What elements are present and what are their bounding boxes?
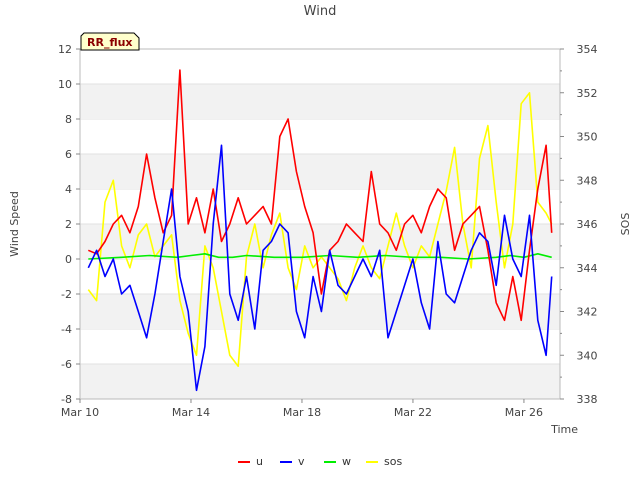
series-line-v bbox=[87, 144, 553, 392]
legend: u v w sos bbox=[238, 455, 402, 468]
background-bands bbox=[80, 48, 560, 399]
left-axis-ticks: -8 -6 -4 -2 0 2 4 6 8 10 12 bbox=[58, 43, 80, 406]
y-tick-label: 12 bbox=[58, 43, 72, 56]
x-tick-label: Mar 22 bbox=[394, 406, 432, 419]
grid-band bbox=[80, 364, 560, 399]
y-axis-title: Wind Speed bbox=[8, 191, 21, 257]
y-tick-label: -2 bbox=[61, 288, 72, 301]
y-tick-label: -4 bbox=[61, 323, 72, 336]
x-tick-label: Mar 14 bbox=[172, 406, 210, 419]
y2-tick-label: 340 bbox=[577, 349, 598, 362]
legend-label-w: w bbox=[342, 455, 351, 468]
y-tick-label: 10 bbox=[58, 78, 72, 91]
grid-band bbox=[80, 294, 560, 329]
y2-tick-label: 344 bbox=[577, 262, 598, 275]
y-tick-label: 4 bbox=[65, 183, 72, 196]
badge-label: RR_flux bbox=[87, 36, 133, 49]
grid-band bbox=[80, 224, 560, 259]
y-tick-label: 0 bbox=[65, 253, 72, 266]
y-tick-label: -6 bbox=[61, 358, 72, 371]
legend-label-v: v bbox=[298, 455, 305, 468]
legend-label-u: u bbox=[256, 455, 263, 468]
badge-box bbox=[80, 32, 140, 51]
x-tick-label: Mar 26 bbox=[505, 406, 543, 419]
x-axis-title: Time bbox=[550, 423, 578, 436]
y2-axis-title: SOS bbox=[619, 213, 632, 236]
y2-tick-label: 348 bbox=[577, 174, 598, 187]
y-tick-label: 2 bbox=[65, 218, 72, 231]
grid-band bbox=[80, 84, 560, 119]
y-tick-label: 6 bbox=[65, 148, 72, 161]
legend-label-sos: sos bbox=[384, 455, 402, 468]
x-axis-ticks: Mar 10 Mar 14 Mar 18 Mar 22 Mar 26 bbox=[61, 399, 543, 419]
y-tick-label: 8 bbox=[65, 113, 72, 126]
y2-tick-label: 338 bbox=[577, 393, 598, 406]
y2-tick-label: 352 bbox=[577, 87, 598, 100]
x-tick-label: Mar 10 bbox=[61, 406, 99, 419]
y2-tick-label: 342 bbox=[577, 306, 598, 319]
right-axis-ticks: 338 340 342 344 346 348 350 352 354 bbox=[560, 43, 598, 406]
rr-flux-badge: RR_flux bbox=[80, 32, 140, 51]
chart-title: Wind bbox=[304, 4, 337, 19]
y2-tick-label: 350 bbox=[577, 131, 598, 144]
x-tick-label: Mar 18 bbox=[283, 406, 321, 419]
series-layer bbox=[87, 69, 553, 392]
y2-tick-label: 346 bbox=[577, 218, 598, 231]
y-tick-label: -8 bbox=[61, 393, 72, 406]
y2-tick-label: 354 bbox=[577, 43, 598, 56]
